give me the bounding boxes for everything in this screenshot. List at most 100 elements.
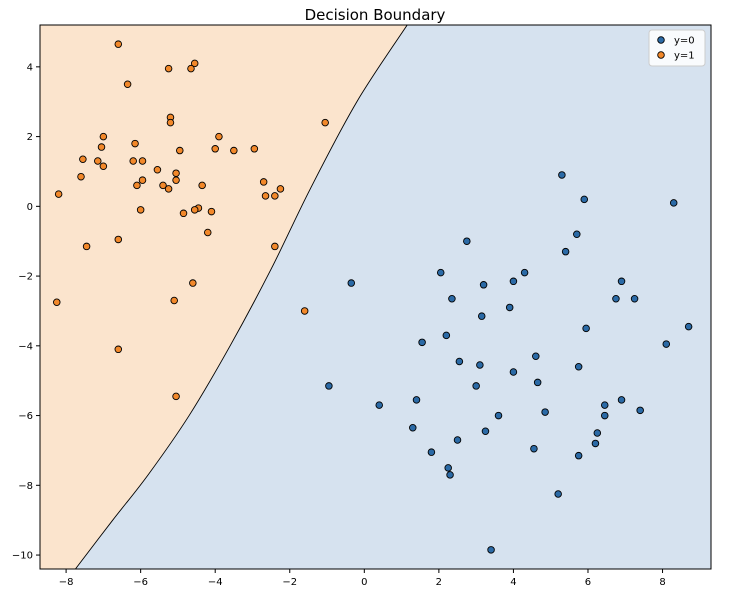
scatter-point [582,324,590,333]
scatter-point [172,392,180,401]
scatter-point [53,298,61,306]
x-tick-label: −4 [208,577,223,588]
scatter-point [574,451,583,460]
scatter-point [574,362,583,371]
scatter-point [418,338,426,347]
scatter-point [591,439,600,448]
scatter-point [179,209,188,218]
scatter-point [630,294,639,303]
scatter-point [261,192,270,200]
scatter-point [612,294,620,303]
scatter-point [325,382,333,390]
scatter-point [617,277,626,286]
scatter-point [347,279,356,287]
scatter-point [215,132,223,141]
scatter-point [593,429,602,437]
scatter-point [94,157,102,165]
scatter-point [166,118,175,127]
x-tick-label: 6 [585,577,591,588]
scatter-point [601,411,609,420]
scatter-point [54,190,63,198]
scatter-point [230,146,238,155]
scatter-point [123,80,132,89]
scatter-point [129,157,137,165]
scatter-point [448,294,456,303]
scatter-point [99,132,108,141]
scatter-point [189,279,197,287]
scatter-point [131,139,139,148]
scatter-point [153,165,162,174]
scatter-point [250,145,259,153]
plot-frame [39,24,712,570]
y-tick-label: −6 [18,411,33,422]
scatter-point [532,352,540,361]
scatter-point [276,185,285,193]
scatter-point [558,171,566,179]
x-tick-label: 0 [361,577,367,588]
scatter-point [97,143,106,151]
scatter-point [187,64,195,73]
scatter-point [509,368,518,376]
scatter-point [79,155,87,164]
scatter-point [444,464,452,472]
scatter-point [477,312,486,320]
x-tick-label: −8 [59,577,74,588]
scatter-point [176,146,184,155]
scatter-point [138,176,147,184]
series-y=1 [53,40,329,401]
plot-area [40,25,711,569]
scatter-point [446,471,454,479]
scatter-point [530,444,538,453]
scatter-point [669,199,678,207]
scatter-point [636,406,644,415]
scatter-point [207,207,216,216]
scatter-point [533,378,542,387]
scatter-point [164,185,173,193]
scatter-point [170,296,178,305]
scatter-point [114,345,123,354]
legend: y=0y=1 [648,29,706,67]
y-tick-label: −8 [18,481,33,492]
y-tick-label: −4 [18,341,33,352]
series-y=0 [325,171,693,554]
y-tick-label: 0 [27,202,33,213]
scatter-point [472,382,480,390]
scatter-point [554,490,562,498]
scatter-point [159,181,167,190]
scatter-point [487,546,495,554]
scatter-point [114,40,123,48]
scatter-point [455,357,464,366]
scatter-point [427,448,436,456]
legend-marker [657,36,665,44]
x-tick-label: −6 [133,577,148,588]
y-axis: −10 −8 −6 −4 −2 0 2 4 [12,62,40,562]
scatter-point [133,181,141,190]
x-tick-label: −2 [282,577,297,588]
scatter-point [476,361,484,369]
scatter-point [479,281,488,289]
scatter-point [138,157,147,165]
chart-title: Decision Boundary [305,6,446,24]
scatter-point [99,162,108,170]
scatter-point [505,303,514,312]
x-tick-label: 4 [510,577,516,588]
scatter-point [203,228,212,237]
x-tick-label: 8 [659,577,665,588]
scatter-point [541,408,549,416]
scatter-point [617,396,626,404]
legend-label: y=1 [674,51,695,62]
scatter-point [580,195,589,204]
scatter-point [164,64,173,73]
scatter-point [442,331,451,340]
scatter-point [684,322,693,331]
scatter-point [321,118,329,127]
scatter-point [300,307,309,315]
decision-boundary-line [75,25,408,569]
scatter-point [573,230,581,238]
y-tick-label: 2 [27,132,33,143]
x-tick-label: 2 [436,577,442,588]
scatter-point [601,401,609,409]
scatter-point [481,427,490,436]
legend-label: y=0 [674,36,695,47]
